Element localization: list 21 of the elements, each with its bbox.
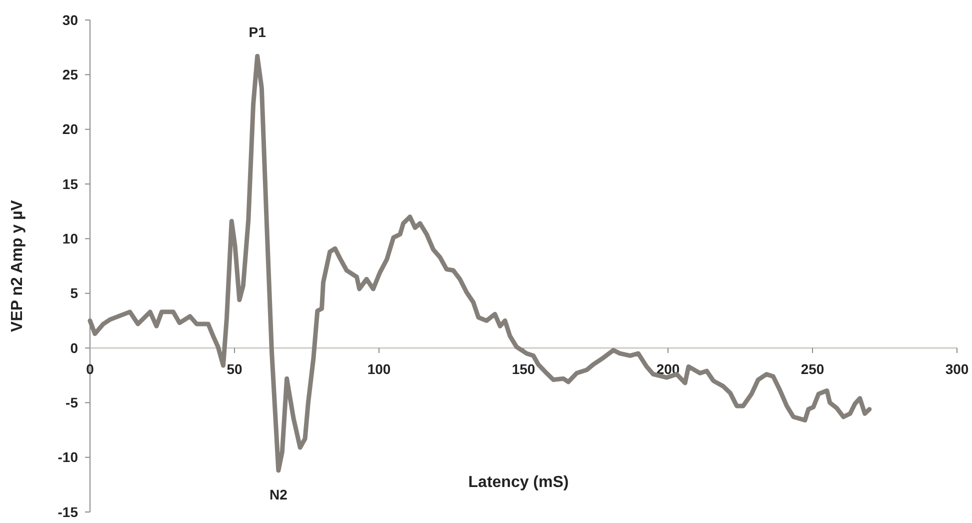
y-tick-label: -15 (58, 504, 78, 520)
y-tick-label: 25 (62, 66, 78, 83)
x-tick-label: 50 (226, 361, 242, 377)
x-tick-label: 150 (512, 361, 536, 377)
y-tick-label: 30 (62, 12, 78, 28)
x-tick-label: 0 (86, 361, 94, 377)
y-tick-label: 0 (70, 340, 78, 356)
y-axis-title: VEP n2 Amp y µV (9, 200, 26, 332)
x-tick-label: 250 (800, 361, 824, 377)
x-tick-label: 100 (367, 361, 391, 377)
y-tick-label: -10 (58, 449, 78, 466)
annotation: P1 (248, 24, 266, 40)
y-tick-label: 15 (62, 176, 78, 192)
annotation: N2 (269, 486, 288, 502)
x-axis-title: Latency (mS) (468, 474, 569, 491)
y-tick-label: 5 (70, 285, 78, 302)
y-tick-label: 10 (62, 230, 78, 247)
y-tick-label: 20 (62, 121, 78, 138)
y-tick-label: -5 (66, 394, 78, 411)
x-tick-label: 300 (945, 361, 969, 377)
line-series (88, 54, 872, 473)
